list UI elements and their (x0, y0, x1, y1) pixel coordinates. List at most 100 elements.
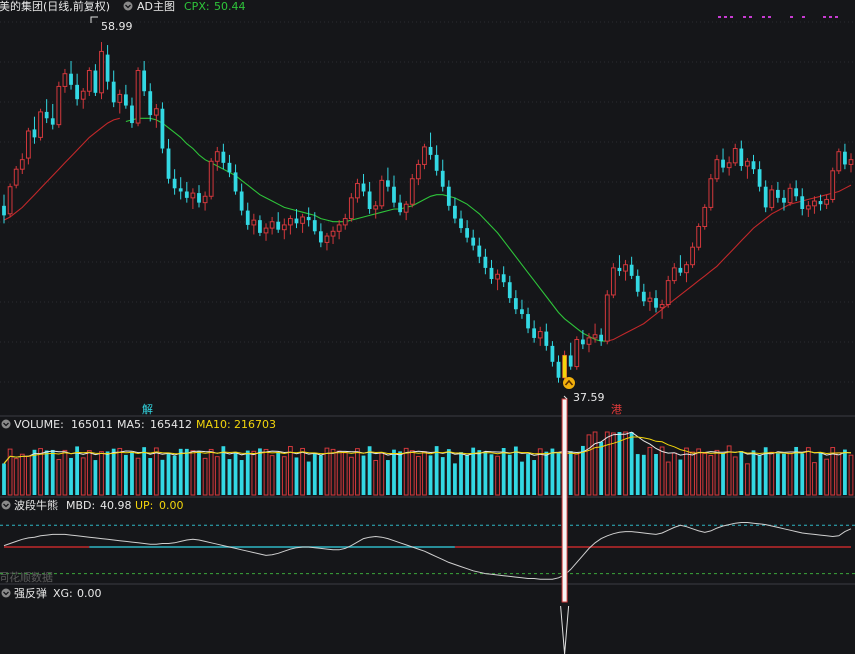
event-marker-jie[interactable]: 解 (142, 402, 153, 416)
volume-bar (245, 450, 250, 495)
candle-body (105, 54, 110, 82)
volume-bar (550, 448, 555, 495)
candle (726, 156, 732, 176)
settings-circle-icon[interactable] (123, 1, 133, 11)
volume-bar (434, 446, 439, 495)
candle-body (617, 267, 622, 272)
volume-settings-icon[interactable] (1, 419, 11, 429)
volume-bar (153, 447, 159, 496)
volume-bar (99, 451, 104, 496)
candle (769, 185, 775, 211)
candle-body (251, 219, 257, 226)
candle-body (330, 230, 336, 237)
volume-bar (843, 449, 847, 495)
candle-body (379, 179, 385, 207)
candle-body (13, 168, 19, 186)
candle (80, 88, 86, 109)
candle (19, 153, 25, 174)
candle-body (714, 159, 720, 180)
marker-dot (835, 16, 838, 18)
volume-bar (824, 458, 830, 496)
volume-bar (537, 448, 543, 496)
marker-dot (749, 16, 752, 18)
candle (25, 127, 31, 165)
candle (659, 299, 665, 319)
candle-body (148, 91, 153, 116)
candle-body (489, 267, 494, 280)
candle (190, 188, 196, 209)
candle (288, 215, 293, 235)
candle-body (38, 111, 43, 138)
candle-body (342, 218, 348, 226)
candle-body (696, 226, 702, 248)
buy-signal-icon[interactable] (563, 377, 575, 389)
candle (440, 159, 445, 192)
signal-candle (562, 355, 567, 378)
volume-bar (623, 431, 628, 496)
candle (513, 290, 518, 315)
candle-body (239, 191, 244, 211)
chevron-down-icon (3, 591, 9, 596)
candle-body (135, 70, 141, 124)
candle (812, 196, 817, 214)
candle-body (599, 334, 604, 342)
rebound-settings-icon[interactable] (1, 588, 11, 598)
candle (214, 146, 220, 171)
candle-body (111, 81, 116, 103)
candle-body (654, 298, 658, 308)
volume-bar (800, 453, 805, 495)
candle (471, 229, 476, 251)
candle-body (568, 355, 573, 367)
candle (166, 138, 171, 184)
candle (586, 333, 592, 353)
candle-body (227, 162, 232, 173)
volume-bar (635, 454, 640, 495)
volume-bar (805, 447, 811, 496)
volume-bars (2, 431, 854, 496)
candle-body (782, 197, 786, 203)
volume-bar (32, 449, 37, 495)
candle (379, 175, 385, 209)
candle (702, 204, 708, 230)
candle (69, 60, 73, 90)
volume-bar (415, 455, 421, 496)
candle (446, 180, 451, 211)
candle-body (739, 148, 744, 167)
volume-bar (726, 445, 732, 496)
candle (7, 183, 13, 217)
volume-bar (86, 450, 92, 496)
event-marker-gang[interactable]: 港 (611, 403, 622, 416)
candle (843, 143, 847, 170)
candle (721, 148, 725, 173)
candle-body (836, 151, 842, 172)
indicator-name[interactable]: AD主图 (137, 0, 175, 13)
volume-bar (836, 452, 842, 496)
candle (537, 326, 543, 346)
volume-bar (763, 447, 768, 495)
ma-line-green (125, 117, 608, 342)
volume-bar (324, 447, 330, 496)
candle (245, 202, 250, 230)
candle-body (373, 205, 379, 210)
candle-body (537, 331, 543, 339)
candle (800, 188, 805, 216)
wave-settings-icon[interactable] (1, 500, 11, 510)
candle-body (532, 328, 537, 338)
candle-body (843, 151, 847, 165)
candle (208, 158, 214, 200)
candle (532, 320, 537, 343)
marker-dot (790, 16, 793, 18)
candle-body (446, 186, 451, 206)
candle (604, 290, 610, 345)
candle (355, 178, 360, 203)
volume-bar (306, 461, 311, 495)
low-arrow-icon (563, 395, 568, 400)
volume-bar (13, 458, 19, 496)
marker-dot (724, 16, 727, 18)
volume-bar (647, 446, 653, 496)
candle-body (440, 170, 445, 187)
candle-body (800, 196, 805, 209)
candle-body (665, 280, 671, 305)
candle-body (830, 170, 836, 200)
